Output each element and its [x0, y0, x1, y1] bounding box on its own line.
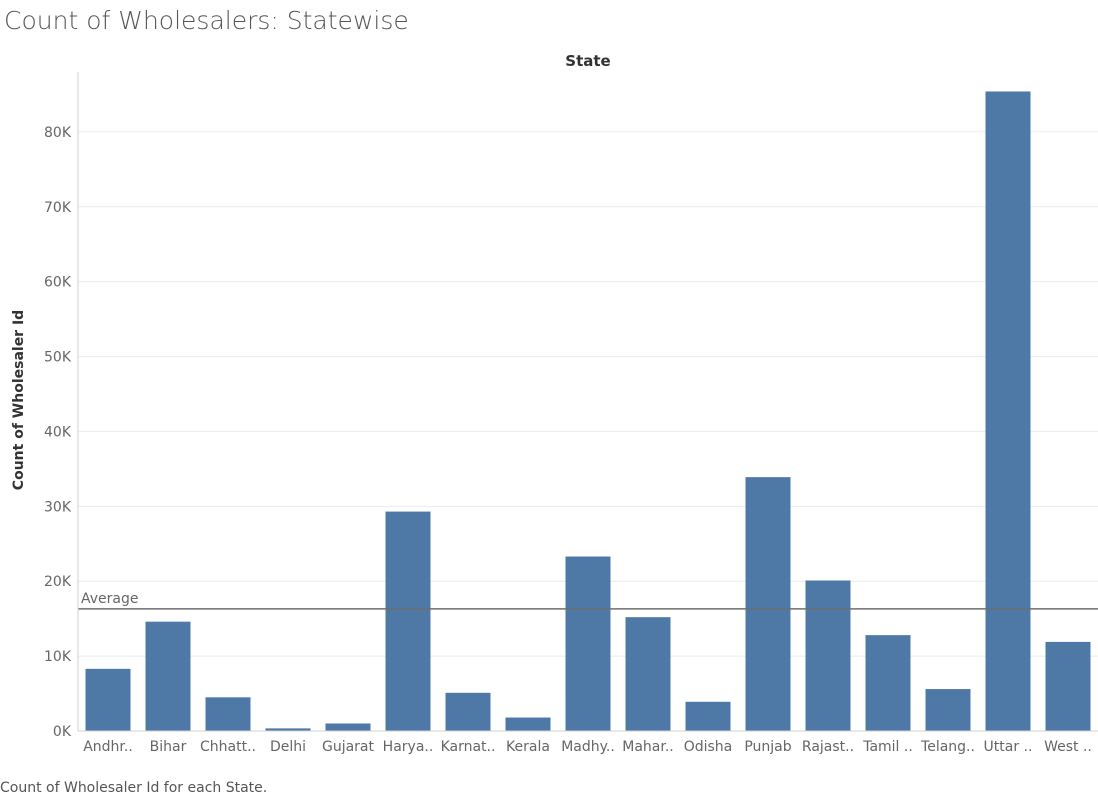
- bar[interactable]: [265, 728, 311, 731]
- y-tick-label: 20K: [44, 574, 72, 590]
- bar[interactable]: [865, 635, 911, 731]
- bar[interactable]: [565, 556, 611, 731]
- x-axis-title: State: [565, 52, 610, 70]
- bar[interactable]: [145, 621, 191, 731]
- bar[interactable]: [385, 511, 431, 731]
- x-tick-label: Tamil ..: [862, 739, 913, 755]
- reference-line-group: Average: [78, 591, 1098, 610]
- y-tick-label: 10K: [44, 649, 72, 665]
- y-tick-label: 80K: [44, 125, 72, 141]
- x-tick-label: Andhr..: [83, 739, 133, 755]
- chart-title: Count of Wholesalers: Statewise: [4, 6, 409, 35]
- x-tick-label: Kerala: [506, 739, 550, 755]
- x-tick-label: Uttar ..: [984, 739, 1033, 755]
- bar[interactable]: [445, 692, 491, 731]
- bar[interactable]: [925, 689, 971, 731]
- bar[interactable]: [685, 701, 731, 731]
- x-tick-label: Punjab: [744, 739, 791, 755]
- x-tick-label: Mahar..: [622, 739, 673, 755]
- x-tick-label: Harya..: [383, 739, 434, 755]
- y-tick-label: 60K: [44, 275, 72, 291]
- x-tick-label: Odisha: [684, 739, 733, 755]
- bar[interactable]: [205, 697, 251, 731]
- bar[interactable]: [325, 723, 371, 731]
- y-axis-title: Count of Wholesaler Id: [11, 310, 27, 490]
- x-tick-label: Karnat..: [441, 739, 496, 755]
- chart-caption: Count of Wholesaler Id for each State.: [0, 780, 268, 796]
- bar[interactable]: [745, 477, 791, 731]
- y-tick-label: 40K: [44, 424, 72, 440]
- bar[interactable]: [985, 91, 1031, 731]
- x-tick-label: Madhy..: [561, 739, 615, 755]
- bar[interactable]: [1045, 641, 1091, 731]
- x-tick-label: Chhatt..: [200, 739, 256, 755]
- y-tick-label: 70K: [44, 200, 72, 216]
- bar[interactable]: [85, 668, 131, 731]
- x-tick-label: Bihar: [150, 739, 187, 755]
- x-tick-label: West ..: [1044, 739, 1092, 755]
- bar[interactable]: [625, 617, 671, 731]
- y-tick-label: 30K: [44, 499, 72, 515]
- x-tick-label: Telang..: [920, 739, 975, 755]
- bar[interactable]: [505, 717, 551, 731]
- bars: [85, 91, 1091, 731]
- x-tick-label: Rajast..: [802, 739, 854, 755]
- average-reference-label: Average: [81, 591, 139, 607]
- y-tick-label: 50K: [44, 350, 72, 366]
- bar[interactable]: [805, 580, 851, 731]
- y-tick-label: 0K: [53, 724, 72, 740]
- x-tick-label: Delhi: [270, 739, 306, 755]
- axes: 0K 10K 20K 30K 40K 50K 60K 70K 80K Andhr.. Bihar Ch…: [44, 72, 1098, 755]
- x-tick-label: Gujarat: [322, 739, 375, 755]
